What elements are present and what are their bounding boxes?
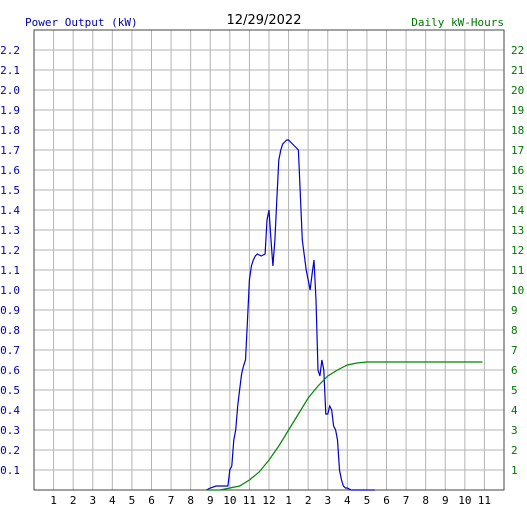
x-axis-ticks: 1 2 3 4 5 6 7 8 9 10 11 12 1 2 3 4 5 6 7 8 9 10 11 <box>50 494 491 507</box>
right-axis-tick-label: 11 <box>511 264 524 277</box>
left-axis-title: Power Output (kW) <box>25 16 138 29</box>
x-axis-tick-label: 10 <box>458 494 471 507</box>
left-axis-tick-label: 1.5 <box>0 184 20 197</box>
left-axis-tick-label: 0.3 <box>0 424 20 437</box>
left-axis-tick-label: 1.3 <box>0 224 20 237</box>
right-axis-title: Daily kW-Hours <box>411 16 504 29</box>
left-axis-tick-label: 0.6 <box>0 364 20 377</box>
right-axis-tick-label: 20 <box>511 84 524 97</box>
right-axis-tick-label: 15 <box>511 184 524 197</box>
right-axis-tick-label: 18 <box>511 124 524 137</box>
left-axis-tick-label: 1.0 <box>0 284 20 297</box>
x-axis-tick-label: 5 <box>129 494 136 507</box>
right-axis-tick-label: 12 <box>511 244 524 257</box>
x-axis-tick-label: 4 <box>344 494 351 507</box>
plot-area-border <box>33 29 505 491</box>
right-axis-tick-label: 21 <box>511 64 524 77</box>
left-axis-tick-label: 0.5 <box>0 384 20 397</box>
left-axis-tick-label: 2.1 <box>0 64 20 77</box>
right-axis-tick-label: 14 <box>511 204 525 217</box>
chart-title: 12/29/2022 <box>227 13 302 28</box>
left-axis-tick-label: 1.1 <box>0 264 20 277</box>
x-axis-tick-label: 7 <box>168 494 175 507</box>
x-axis-tick-label: 9 <box>442 494 449 507</box>
x-axis-tick-label: 6 <box>383 494 390 507</box>
left-axis-tick-label: 1.6 <box>0 164 20 177</box>
x-axis-tick-label: 8 <box>422 494 429 507</box>
x-axis-tick-label: 2 <box>70 494 77 507</box>
x-axis-tick-label: 6 <box>148 494 155 507</box>
left-axis-tick-label: 2.0 <box>0 84 20 97</box>
right-axis-tick-label: 2 <box>511 444 518 457</box>
series-line-power-output <box>206 139 375 491</box>
x-axis-tick-label: 11 <box>478 494 491 507</box>
left-axis-tick-label: 0.9 <box>0 304 20 317</box>
right-axis-tick-label: 16 <box>511 164 524 177</box>
x-axis-tick-label: 7 <box>403 494 410 507</box>
right-axis-tick-label: 5 <box>511 384 518 397</box>
left-axis-tick-label: 1.7 <box>0 144 20 157</box>
left-axis-tick-label: 1.9 <box>0 104 20 117</box>
right-axis-tick-label: 1 <box>511 464 518 477</box>
x-axis-tick-label: 2 <box>305 494 312 507</box>
left-axis-tick-label: 1.8 <box>0 124 20 137</box>
x-axis-tick-label: 1 <box>285 494 292 507</box>
left-axis-tick-label: 0.1 <box>0 464 20 477</box>
right-axis-tick-label: 9 <box>511 304 518 317</box>
left-axis-tick-label: 0.4 <box>0 404 20 417</box>
left-axis-tick-label: 0.2 <box>0 444 20 457</box>
right-axis-tick-label: 4 <box>511 404 518 417</box>
left-axis-tick-label: 0.8 <box>0 324 20 337</box>
right-axis-tick-label: 3 <box>511 424 518 437</box>
x-axis-tick-label: 10 <box>223 494 236 507</box>
right-axis-tick-label: 10 <box>511 284 524 297</box>
left-axis-tick-label: 2.2 <box>0 44 20 57</box>
x-axis-tick-label: 8 <box>187 494 194 507</box>
left-axis-tick-label: 1.2 <box>0 244 20 257</box>
x-axis-tick-label: 11 <box>243 494 256 507</box>
x-axis-tick-label: 1 <box>50 494 57 507</box>
series-lines <box>206 139 483 491</box>
grid <box>34 30 504 490</box>
right-axis-tick-label: 7 <box>511 344 518 357</box>
x-axis-tick-label: 12 <box>262 494 275 507</box>
x-axis-tick-label: 9 <box>207 494 214 507</box>
x-axis-tick-label: 3 <box>89 494 96 507</box>
right-axis-tick-label: 19 <box>511 104 524 117</box>
series-line-daily-kwh <box>206 361 483 491</box>
right-axis-tick-label: 8 <box>511 324 518 337</box>
left-axis-tick-label: 0.7 <box>0 344 20 357</box>
right-axis-tick-label: 13 <box>511 224 524 237</box>
x-axis-tick-label: 5 <box>364 494 371 507</box>
right-axis-tick-label: 17 <box>511 144 524 157</box>
left-axis-ticks: 0.1 0.2 0.3 0.4 0.5 0.6 0.7 0.8 0.9 1.0 1.1 1.2 1.3 1… <box>0 44 20 477</box>
right-axis-tick-label: 22 <box>511 44 524 57</box>
right-axis-tick-label: 6 <box>511 364 518 377</box>
x-axis-tick-label: 4 <box>109 494 116 507</box>
left-axis-tick-label: 1.4 <box>0 204 20 217</box>
x-axis-tick-label: 3 <box>324 494 331 507</box>
